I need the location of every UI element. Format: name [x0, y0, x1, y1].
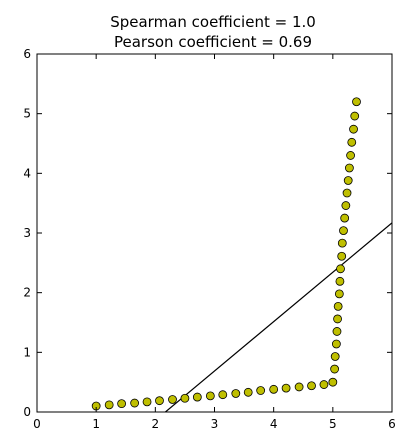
- data-point-6: [168, 395, 177, 404]
- data-point-12: [243, 387, 253, 397]
- x-tick-label-4: 4: [270, 417, 278, 431]
- x-tick-label-1: 1: [92, 417, 100, 431]
- data-point-40: [350, 111, 360, 121]
- data-point-27: [335, 276, 345, 286]
- x-tick-label-6: 6: [388, 417, 396, 431]
- data-point-26: [334, 289, 344, 299]
- data-point-4: [142, 397, 152, 407]
- data-point-24: [333, 314, 342, 324]
- data-point-21: [330, 352, 340, 361]
- data-point-33: [341, 201, 351, 210]
- data-point-13: [256, 386, 266, 395]
- data-point-25: [333, 301, 343, 311]
- data-point-32: [340, 213, 350, 223]
- data-point-1: [104, 400, 114, 410]
- y-tick-label-0: 0: [23, 405, 31, 419]
- data-point-19: [328, 377, 338, 387]
- data-point-39: [349, 124, 358, 134]
- data-point-15: [281, 383, 291, 393]
- x-tick-label-2: 2: [152, 417, 160, 431]
- chart-title-line-2: Pearson coefficient = 0.69: [114, 33, 312, 51]
- data-point-22: [331, 339, 341, 349]
- data-point-20: [330, 364, 340, 374]
- data-point-37: [346, 151, 355, 160]
- x-tick-label-5: 5: [329, 417, 337, 431]
- data-point-2: [117, 399, 127, 409]
- data-point-7: [180, 393, 190, 403]
- data-point-23: [332, 327, 342, 336]
- data-point-35: [343, 176, 353, 185]
- x-tick-label-3: 3: [211, 417, 219, 431]
- y-tick-label-6: 6: [23, 47, 31, 61]
- y-tick-label-3: 3: [23, 226, 31, 240]
- y-tick-label-2: 2: [23, 286, 31, 300]
- chart-title-line-1: Spearman coefficient = 1.0: [110, 13, 316, 31]
- y-tick-label-5: 5: [23, 107, 31, 121]
- data-point-8: [192, 392, 202, 402]
- x-tick-label-0: 0: [33, 417, 41, 431]
- data-point-30: [337, 238, 347, 248]
- data-point-29: [337, 251, 347, 261]
- data-point-17: [307, 381, 316, 391]
- data-point-10: [218, 390, 228, 400]
- plot-area: 0 1 2 3 4 5 6 0 1 2 3 4 5 6: [23, 47, 395, 431]
- data-point-18: [319, 380, 329, 389]
- y-tick-label-1: 1: [23, 345, 31, 359]
- data-point-11: [231, 389, 241, 398]
- data-point-14: [269, 384, 279, 394]
- data-point-5: [155, 396, 164, 406]
- data-point-36: [344, 163, 354, 173]
- data-point-31: [339, 226, 348, 236]
- data-point-41: [352, 97, 361, 107]
- data-point-3: [130, 398, 140, 408]
- data-point-16: [294, 382, 304, 392]
- data-point-34: [342, 188, 352, 198]
- fit-line: [165, 222, 392, 412]
- data-point-28: [336, 264, 345, 274]
- data-point-9: [205, 391, 215, 401]
- data-point-38: [347, 137, 357, 147]
- y-tick-label-4: 4: [23, 166, 31, 180]
